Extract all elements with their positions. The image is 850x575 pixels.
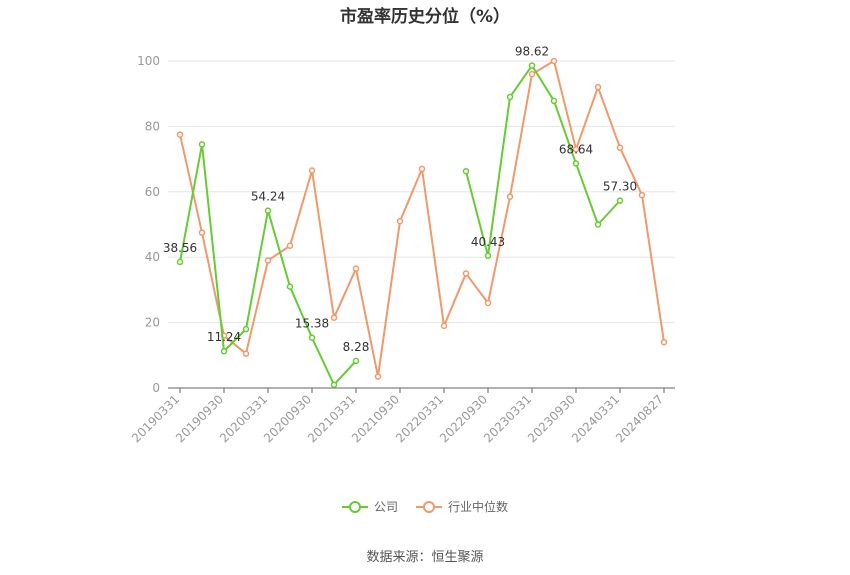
data-point-industry [660, 338, 668, 346]
data-point-company [462, 167, 470, 175]
x-tick-label: 20240827 [613, 392, 666, 445]
series-line-company [465, 64, 621, 257]
data-point-company [528, 62, 536, 69]
data-point-industry [264, 257, 272, 264]
legend-marker-company [341, 500, 368, 513]
legend-item-company[interactable]: 公司 [341, 498, 398, 515]
data-point-company [484, 252, 492, 260]
legend-label-company: 公司 [373, 500, 398, 514]
data-point-industry [484, 299, 492, 307]
data-point-company [352, 357, 360, 365]
data-point-industry [374, 373, 382, 380]
data-label: 68.64 [559, 143, 593, 157]
data-point-company [308, 334, 316, 341]
legend-marker-industry [416, 500, 442, 513]
axes: 0204060801002019033120190930202003312020… [129, 54, 675, 445]
data-point-industry [440, 322, 448, 330]
legend: 公司 行业中位数 [0, 498, 850, 515]
data-point-industry [198, 229, 206, 236]
data-label: 8.28 [343, 340, 370, 354]
data-point-company [506, 93, 514, 101]
series-layer [176, 57, 668, 388]
data-point-company [264, 207, 272, 214]
data-point-industry [352, 265, 360, 272]
data-point-company [286, 283, 294, 290]
data-label: 11.24 [207, 330, 241, 344]
data-point-industry [308, 167, 316, 174]
data-point-industry [396, 217, 404, 225]
data-point-industry [638, 191, 646, 199]
y-tick-label: 20 [145, 316, 160, 330]
data-point-industry [176, 131, 184, 138]
data-point-company [616, 197, 624, 204]
y-tick-label: 80 [145, 119, 160, 133]
data-point-company [176, 258, 184, 266]
data-point-company [330, 381, 338, 388]
data-point-industry [572, 146, 580, 153]
data-point-company [550, 97, 558, 105]
data-point-industry [330, 314, 338, 321]
data-labels: 38.56 11.24 54.24 15.38 8.28 40.43 98.62 68.64 5… [163, 45, 637, 354]
data-point-company [242, 325, 250, 333]
data-point-industry [594, 83, 602, 91]
series-line-industry [179, 60, 665, 378]
y-tick-label: 40 [145, 250, 160, 264]
data-source: 数据来源：恒生聚源 [366, 550, 484, 565]
data-point-company [220, 347, 228, 355]
grid-lines [168, 60, 675, 324]
y-tick-label: 0 [152, 381, 160, 395]
data-point-company [594, 221, 602, 228]
data-point-industry [528, 70, 536, 78]
legend-item-industry[interactable]: 行业中位数 [416, 498, 508, 515]
data-label: 40.43 [471, 235, 505, 249]
data-point-company [198, 141, 206, 148]
data-point-industry [418, 165, 426, 173]
data-label: 98.62 [515, 45, 549, 59]
legend-label-industry: 行业中位数 [448, 500, 509, 514]
data-point-industry [616, 144, 624, 151]
data-label: 54.24 [251, 190, 285, 204]
data-label: 15.38 [295, 317, 329, 331]
data-point-industry [242, 350, 250, 357]
data-point-industry [506, 193, 514, 200]
data-point-company [572, 160, 580, 167]
y-tick-label: 100 [137, 54, 160, 68]
chart-title: 市盈率历史分位（%） [339, 7, 511, 27]
data-label: 57.30 [603, 180, 637, 194]
data-point-industry [462, 270, 470, 277]
data-label: 38.56 [163, 241, 197, 255]
data-point-industry [286, 242, 294, 250]
y-tick-label: 60 [145, 185, 160, 199]
data-point-industry [550, 57, 558, 65]
